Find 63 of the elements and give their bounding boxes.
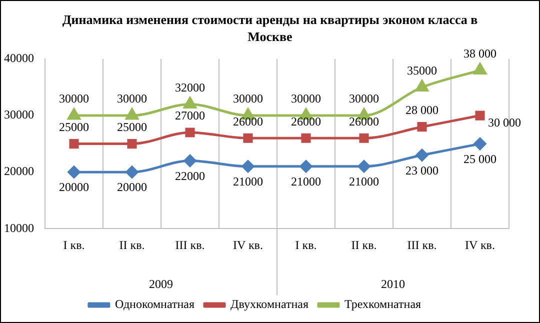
data-label: 38 000 xyxy=(464,46,496,60)
x-tick-label: II кв. xyxy=(351,238,377,252)
data-label: 32000 xyxy=(175,80,205,94)
text: 2009 xyxy=(149,277,173,292)
data-label: 30000 xyxy=(291,92,321,106)
point xyxy=(126,166,138,178)
x-tick-label: I кв. xyxy=(295,238,317,252)
point xyxy=(300,160,312,173)
data-label: 20000 xyxy=(117,180,147,194)
data-label: 22000 xyxy=(175,168,205,183)
point xyxy=(358,160,370,173)
data-label: 21000 xyxy=(349,174,379,189)
x-tick-label: III кв. xyxy=(407,238,437,252)
point xyxy=(301,133,311,143)
legend-label: Трехкомнатная xyxy=(344,297,422,312)
data-label: 30000 xyxy=(117,92,147,106)
data-label: 28 000 xyxy=(406,102,438,117)
point xyxy=(184,96,196,108)
point xyxy=(184,154,196,168)
data-label: 25000 xyxy=(59,120,89,134)
text: 2010 xyxy=(381,277,405,292)
point xyxy=(416,148,428,162)
point xyxy=(242,160,254,173)
data-label: 35000 xyxy=(407,63,437,78)
point xyxy=(243,133,253,143)
data-label: 25 000 xyxy=(464,152,496,166)
data-label: 25000 xyxy=(117,120,147,134)
legend-label: Однокомнатная xyxy=(114,297,195,312)
point xyxy=(126,108,138,120)
y-tick-label: 20000 xyxy=(4,164,34,178)
data-label: 30000 xyxy=(233,92,263,106)
y-tick-label: 10000 xyxy=(4,220,34,235)
x-tick-label: IV кв. xyxy=(465,238,495,252)
data-label: 30 000 xyxy=(488,116,521,130)
point xyxy=(475,110,485,120)
data-label: 23 000 xyxy=(406,163,438,178)
point xyxy=(416,80,428,92)
point xyxy=(474,138,486,150)
point xyxy=(69,139,79,149)
data-label: 30000 xyxy=(59,92,89,106)
y-tick-label: 30000 xyxy=(4,108,34,122)
data-label: 26000 xyxy=(233,114,263,128)
point xyxy=(359,133,369,143)
x-tick-label: I кв. xyxy=(63,238,85,252)
data-label: 26000 xyxy=(349,114,379,128)
data-label: 27000 xyxy=(175,108,205,123)
data-label: 20000 xyxy=(59,180,89,194)
data-label: 26000 xyxy=(291,114,321,128)
x-tick-label: III кв. xyxy=(175,238,205,252)
chart-title: Динамика изменения стоимости аренды на квартиры эконом класса в Москве xyxy=(61,11,479,45)
y-tick-label: 40000 xyxy=(4,51,34,66)
legend-label: Двухкомнатная xyxy=(230,297,309,312)
data-label: 21000 xyxy=(233,174,263,189)
point xyxy=(417,122,427,132)
x-tick-label: IV кв. xyxy=(233,238,263,252)
data-label: 30000 xyxy=(349,92,379,106)
point xyxy=(474,63,486,75)
point xyxy=(68,166,80,178)
x-tick-label: II кв. xyxy=(119,238,145,252)
point xyxy=(185,128,195,138)
point xyxy=(68,108,80,120)
point xyxy=(127,139,137,149)
data-label: 21000 xyxy=(291,174,321,189)
